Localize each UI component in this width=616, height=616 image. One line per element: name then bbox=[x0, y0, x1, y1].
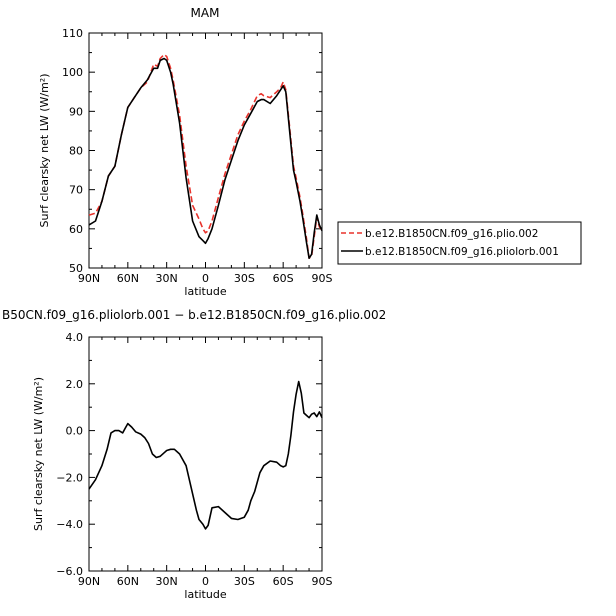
y-tick-label: 90 bbox=[69, 105, 83, 118]
legend-label: b.e12.B1850CN.f09_g16.plio.002 bbox=[365, 228, 538, 240]
series-line-2 bbox=[88, 57, 323, 259]
series-line-1 bbox=[88, 53, 323, 259]
x-tick-label: 90N bbox=[78, 272, 100, 285]
y-tick-label: 2.0 bbox=[66, 378, 84, 391]
x-tick-label: 90S bbox=[312, 272, 333, 285]
chart-title: MAM bbox=[191, 6, 220, 20]
x-tick-label: 60S bbox=[273, 575, 294, 588]
y-tick-label: 80 bbox=[69, 145, 83, 158]
chart-panel-2: B50CN.f09_g16.pliolorb.001 − b.e12.B1850… bbox=[2, 308, 386, 601]
legend-box bbox=[337, 221, 582, 265]
legend: b.e12.B1850CN.f09_g16.plio.002 b.e12.B185… bbox=[337, 221, 582, 265]
x-tick-label: 30N bbox=[156, 272, 178, 285]
x-tick-label: 0 bbox=[202, 575, 209, 588]
y-tick-label: 4.0 bbox=[66, 331, 84, 344]
y-tick-label: 70 bbox=[69, 184, 83, 197]
x-tick-label: 30N bbox=[156, 575, 178, 588]
plot-frame bbox=[88, 336, 323, 572]
y-tick-label: −6.0 bbox=[56, 565, 83, 578]
x-tick-label: 30S bbox=[234, 575, 255, 588]
y-axis-label: Surf clearsky net LW (W/m²) bbox=[32, 377, 45, 531]
x-tick-label: 30S bbox=[234, 272, 255, 285]
y-tick-label: 100 bbox=[62, 66, 83, 79]
x-tick-label: 60N bbox=[117, 272, 139, 285]
y-axis-label: Surf clearsky net LW (W/m²) bbox=[38, 73, 51, 227]
chart-title: B50CN.f09_g16.pliolorb.001 − b.e12.B1850… bbox=[2, 308, 386, 322]
x-tick-label: 60S bbox=[273, 272, 294, 285]
x-tick-label: 90S bbox=[312, 575, 333, 588]
y-tick-label: 110 bbox=[62, 27, 83, 40]
x-axis-label: latitude bbox=[184, 588, 226, 601]
chart-panel-1: MAM 90N 60N 30N 0 30S 60S 90S 50 60 70 80 90 100 110 la… bbox=[38, 6, 582, 298]
x-tick-label: 60N bbox=[117, 575, 139, 588]
series-line-1 bbox=[88, 380, 323, 530]
legend-label: b.e12.B1850CN.f09_g16.pliolorb.001 bbox=[365, 246, 559, 258]
y-tick-label: −2.0 bbox=[56, 471, 83, 484]
y-tick-label: 60 bbox=[69, 223, 83, 236]
y-tick-label: 0.0 bbox=[66, 425, 84, 438]
x-axis-label: latitude bbox=[184, 285, 226, 298]
y-tick-label: −4.0 bbox=[56, 518, 83, 531]
x-tick-label: 0 bbox=[202, 272, 209, 285]
x-tick-label: 90N bbox=[78, 575, 100, 588]
y-tick-label: 50 bbox=[69, 262, 83, 275]
